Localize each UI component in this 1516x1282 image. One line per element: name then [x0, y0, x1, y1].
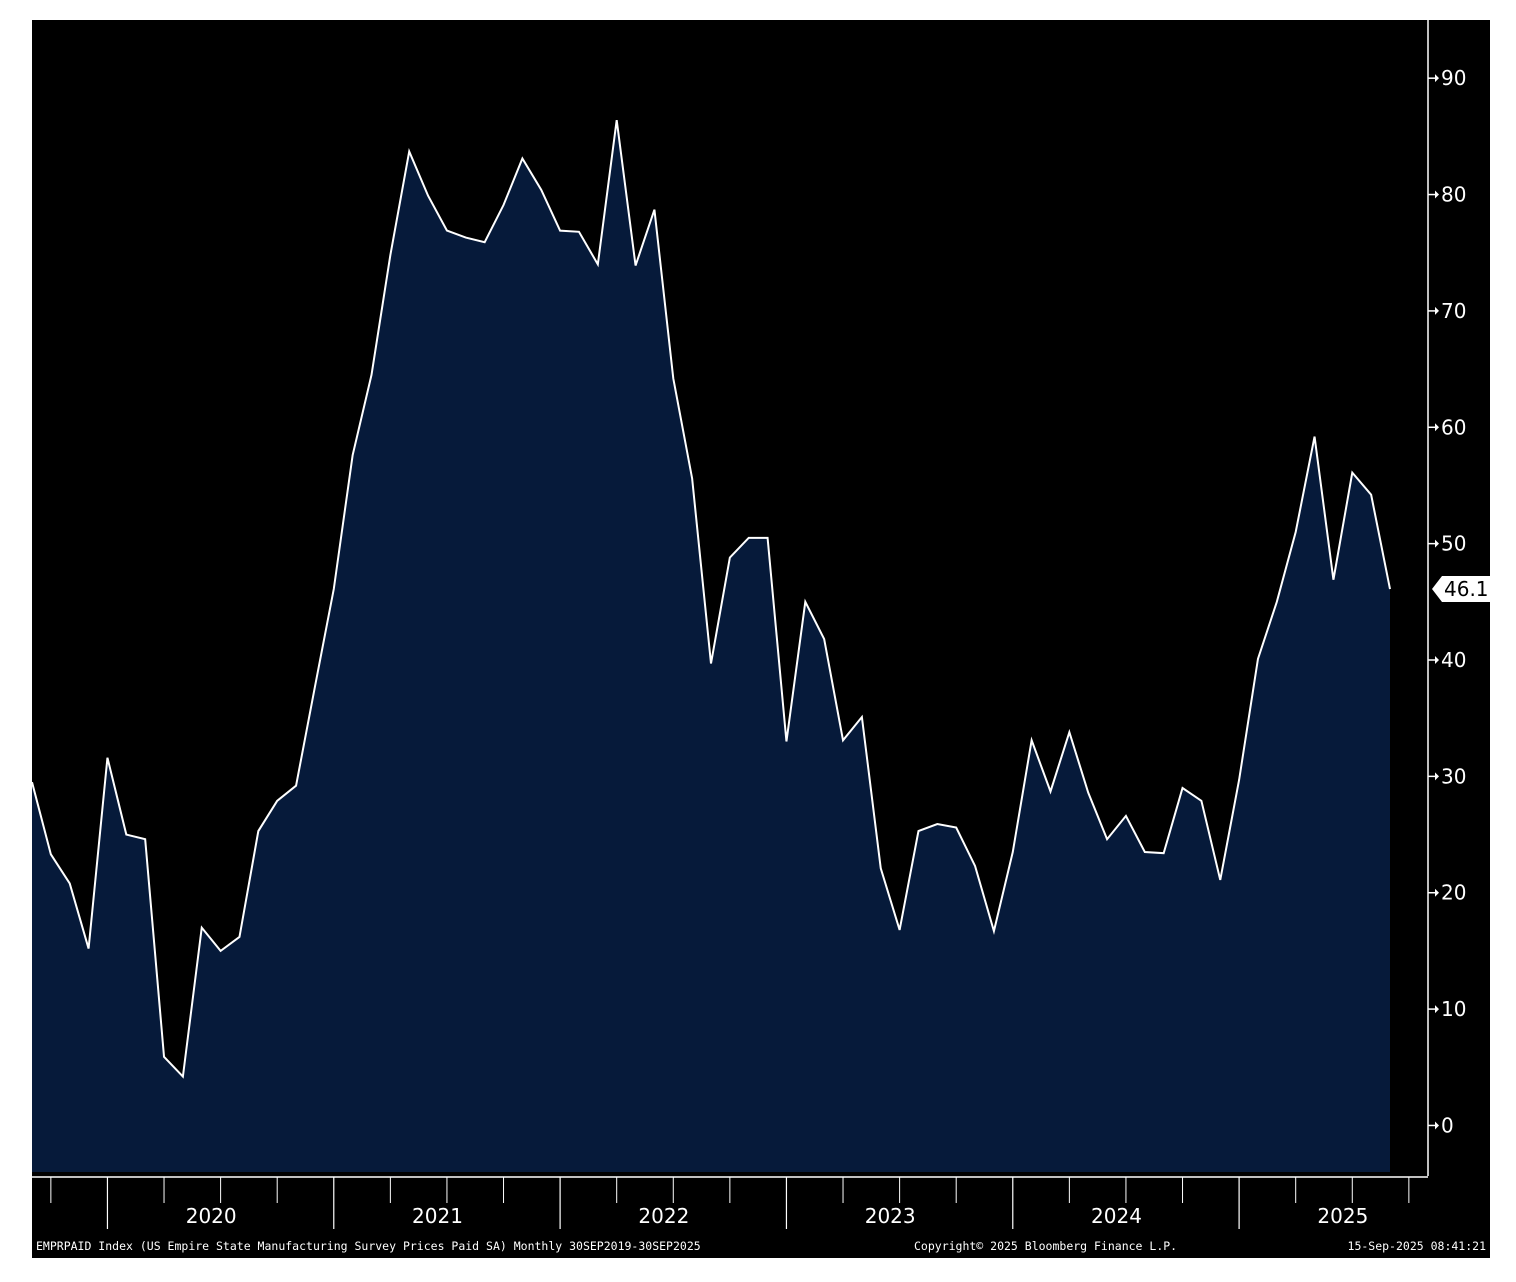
y-tick-label: 80	[1441, 183, 1466, 207]
footer: EMPRPAID Index (US Empire State Manufact…	[36, 1237, 1486, 1255]
y-tick-arrow	[1435, 539, 1439, 548]
y-tick-label: 20	[1441, 881, 1466, 905]
x-year-label: 2021	[412, 1204, 463, 1228]
footer-ticker-description: EMPRPAID Index (US Empire State Manufact…	[36, 1239, 701, 1253]
y-tick-label: 40	[1441, 648, 1466, 672]
y-tick-label: 70	[1441, 299, 1466, 323]
x-year-label: 2025	[1317, 1204, 1368, 1228]
chart: 0 10 20 30 40 50 60 70 80 90 2020 2021 2022 2023 2024…	[32, 20, 1490, 1229]
x-year-label: 2020	[186, 1204, 237, 1228]
y-tick-label: 10	[1441, 997, 1466, 1021]
y-tick-label: 60	[1441, 415, 1466, 439]
footer-copyright: Copyright© 2025 Bloomberg Finance L.P.	[914, 1239, 1178, 1253]
x-year-label: 2023	[865, 1204, 916, 1228]
x-year-label: 2024	[1091, 1204, 1142, 1228]
series-area	[32, 120, 1390, 1173]
last-value-marker: 46.1	[1432, 576, 1490, 603]
y-tick-arrow	[1435, 423, 1439, 432]
y-tick-arrow	[1435, 1121, 1439, 1130]
last-value-badge	[1432, 576, 1490, 603]
series-line	[32, 119, 1391, 1079]
y-tick-arrow	[1435, 74, 1439, 83]
y-axis: 0 10 20 30 40 50 60 70 80 90	[1427, 20, 1466, 1176]
y-tick-arrow	[1435, 772, 1439, 781]
footer-timestamp: 15-Sep-2025 08:41:21	[1347, 1239, 1486, 1253]
y-tick-label: 90	[1441, 66, 1466, 90]
y-tick-label: 0	[1441, 1113, 1454, 1137]
y-tick-arrow	[1435, 656, 1439, 664]
x-year-label: 2022	[638, 1204, 689, 1228]
chart-panel: 0 10 20 30 40 50 60 70 80 90 2020 2021 2022 2023 2024…	[32, 20, 1490, 1258]
y-tick-label: 30	[1441, 764, 1466, 788]
y-tick-label: 50	[1441, 532, 1466, 556]
x-axis: 2020 2021 2022 2023 2024 2025	[32, 1176, 1428, 1229]
y-tick-arrow	[1435, 1005, 1439, 1014]
y-tick-arrow	[1435, 888, 1439, 897]
y-tick-arrow	[1435, 306, 1439, 315]
last-value-label: 46.1	[1444, 577, 1489, 601]
y-tick-arrow	[1435, 190, 1439, 199]
plot-area	[32, 119, 1391, 1173]
